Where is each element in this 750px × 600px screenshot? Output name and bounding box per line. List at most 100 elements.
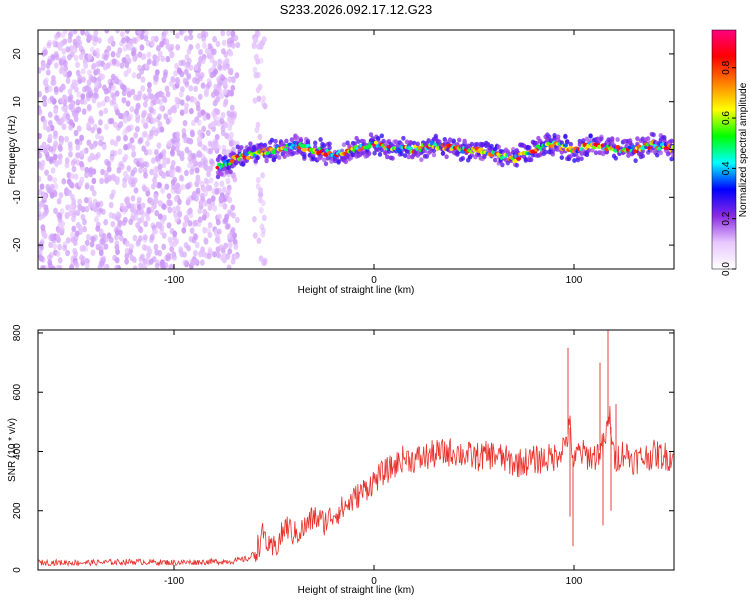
- spectrogram-noise-cell: [261, 95, 267, 102]
- colorbar-tick-label: 0.6: [721, 111, 732, 125]
- spectrogram-noise-cell: [53, 183, 59, 190]
- spectrogram-noise-cell: [184, 102, 189, 109]
- spectrogram-noise-cell: [197, 93, 203, 101]
- spectrogram-noise-cell: [155, 45, 161, 52]
- spectrogram-noise-cell: [255, 30, 261, 38]
- spectrogram-noise-cell: [96, 210, 101, 218]
- spectrogram-noise-cell: [57, 222, 63, 229]
- spectrogram-noise-cell: [183, 35, 189, 42]
- spectrogram-noise-cell: [174, 238, 179, 245]
- spectrogram-track-halo: [322, 143, 327, 148]
- spectrogram-noise-cell: [133, 132, 139, 139]
- spectrogram-noise-cell: [40, 224, 46, 231]
- spectrogram-noise-cell: [178, 248, 184, 255]
- spectrogram-noise-cell: [78, 53, 84, 60]
- spectrogram-noise-cell: [95, 60, 101, 68]
- spectrogram-noise-cell: [197, 151, 203, 158]
- colorbar: 0.0 0.2 0.4 0.6 0.8 Normalized spectral ampl…: [711, 29, 749, 276]
- spectrogram-track-halo: [343, 159, 348, 165]
- spectrogram-noise-cell: [149, 129, 155, 137]
- spectrogram-noise-cell: [130, 169, 136, 177]
- spectrogram-noise-cell: [186, 245, 192, 252]
- spectrogram-track-halo: [451, 138, 456, 144]
- spectrogram-noise-cell: [90, 76, 96, 83]
- spectrogram-noise-cell: [192, 219, 198, 227]
- spectrogram-noise-cell: [84, 258, 90, 265]
- spectrogram-noise-cell: [124, 30, 130, 34]
- spectrogram-noise-cell: [201, 125, 207, 133]
- spectrogram-noise-cell: [97, 139, 103, 147]
- spectrogram-noise-cell: [230, 77, 236, 84]
- spectrogram-noise-cell: [134, 125, 140, 133]
- spectrogram-noise-cell: [205, 227, 211, 234]
- spectrogram-track-halo: [404, 139, 410, 145]
- spectrogram-track-cell: [656, 146, 662, 151]
- spectrogram-noise-cell: [201, 186, 207, 193]
- spectrogram-noise-cell: [173, 211, 178, 218]
- spectrogram-noise-cell: [125, 100, 131, 107]
- spectrogram-noise-cell: [98, 109, 104, 117]
- spectrogram-track-halo: [352, 141, 357, 147]
- spectrogram-noise-cell: [207, 204, 213, 211]
- spectrogram-track-halo: [228, 169, 233, 175]
- spectrogram-noise-cell: [167, 206, 173, 214]
- spectrogram-noise-cell: [206, 252, 212, 260]
- spectrogram-track-halo: [262, 143, 267, 148]
- spectrogram-noise-cell: [209, 56, 215, 64]
- spectrogram-noise-cell: [91, 190, 97, 197]
- spectrogram-noise-cell: [146, 87, 152, 94]
- spectrogram-noise-cell: [184, 63, 190, 70]
- spectrogram-track-halo: [593, 150, 599, 156]
- spectrogram-noise-cell: [82, 218, 87, 226]
- spectrogram-noise-cell: [69, 264, 74, 269]
- spectrogram-noise-cell: [228, 50, 234, 57]
- spectrogram-noise-cell: [71, 79, 77, 86]
- spectrogram-noise-cell: [194, 241, 200, 249]
- spectrogram-noise-cell: [118, 121, 124, 128]
- spectrogram-noise-cell: [175, 205, 181, 212]
- spectrogram-noise-cell: [39, 255, 45, 262]
- spectrogram-noise-cell: [145, 190, 151, 197]
- spectrogram-track-halo: [327, 141, 332, 147]
- y-tick-label: 400: [12, 443, 23, 460]
- spectrogram-noise-cell: [104, 177, 109, 184]
- spectrogram-noise-cell: [46, 42, 52, 49]
- spectrogram-noise-cell: [207, 43, 213, 50]
- spectrogram-noise-cell: [226, 209, 232, 216]
- spectrogram-noise-cell: [89, 143, 94, 150]
- spectrogram-noise-cell: [220, 129, 226, 137]
- spectrogram-noise-cell: [169, 50, 175, 58]
- spectrogram-noise-cell: [227, 241, 233, 249]
- spectrogram-noise-cell: [185, 183, 190, 190]
- spectrogram-noise-cell: [198, 133, 204, 140]
- spectrogram-noise-cell: [187, 208, 193, 215]
- spectrogram-noise-cell: [193, 64, 199, 72]
- spectrogram-noise-cell: [143, 95, 149, 103]
- spectrogram-track-halo: [615, 137, 620, 142]
- spectrogram-noise-cell: [183, 214, 189, 222]
- spectrogram-noise-cell: [197, 32, 202, 40]
- spectrogram-noise-cell: [79, 134, 85, 142]
- spectrogram-noise-cell: [179, 99, 185, 106]
- spectrogram-noise-cell: [94, 216, 99, 223]
- spectrogram-noise-cell: [138, 136, 144, 144]
- spectrogram-noise-cell: [153, 227, 159, 235]
- spectrogram-noise-cell: [233, 34, 239, 42]
- spectrogram-noise-cell: [73, 173, 79, 180]
- spectrogram-noise-cell: [165, 118, 171, 125]
- spectrogram-noise-cell: [154, 155, 160, 162]
- spectrogram-noise-cell: [187, 220, 193, 227]
- y-tick-label: 10: [12, 96, 23, 108]
- spectrogram-noise-cell: [188, 33, 194, 41]
- spectrogram-noise-cell: [255, 121, 261, 129]
- spectrogram-noise-cell: [171, 137, 177, 144]
- spectrogram-noise-cell: [49, 192, 55, 199]
- spectrogram-noise-cell: [251, 215, 257, 223]
- spectrogram-noise-cell: [61, 123, 67, 131]
- spectrogram-noise-cell: [103, 107, 109, 115]
- spectrogram-noise-cell: [95, 151, 101, 159]
- spectrogram-noise-cell: [161, 76, 167, 83]
- spectrogram-noise-cell: [57, 153, 63, 160]
- spectrogram-noise-cell: [182, 221, 188, 228]
- spectrogram-noise-cell: [180, 183, 186, 191]
